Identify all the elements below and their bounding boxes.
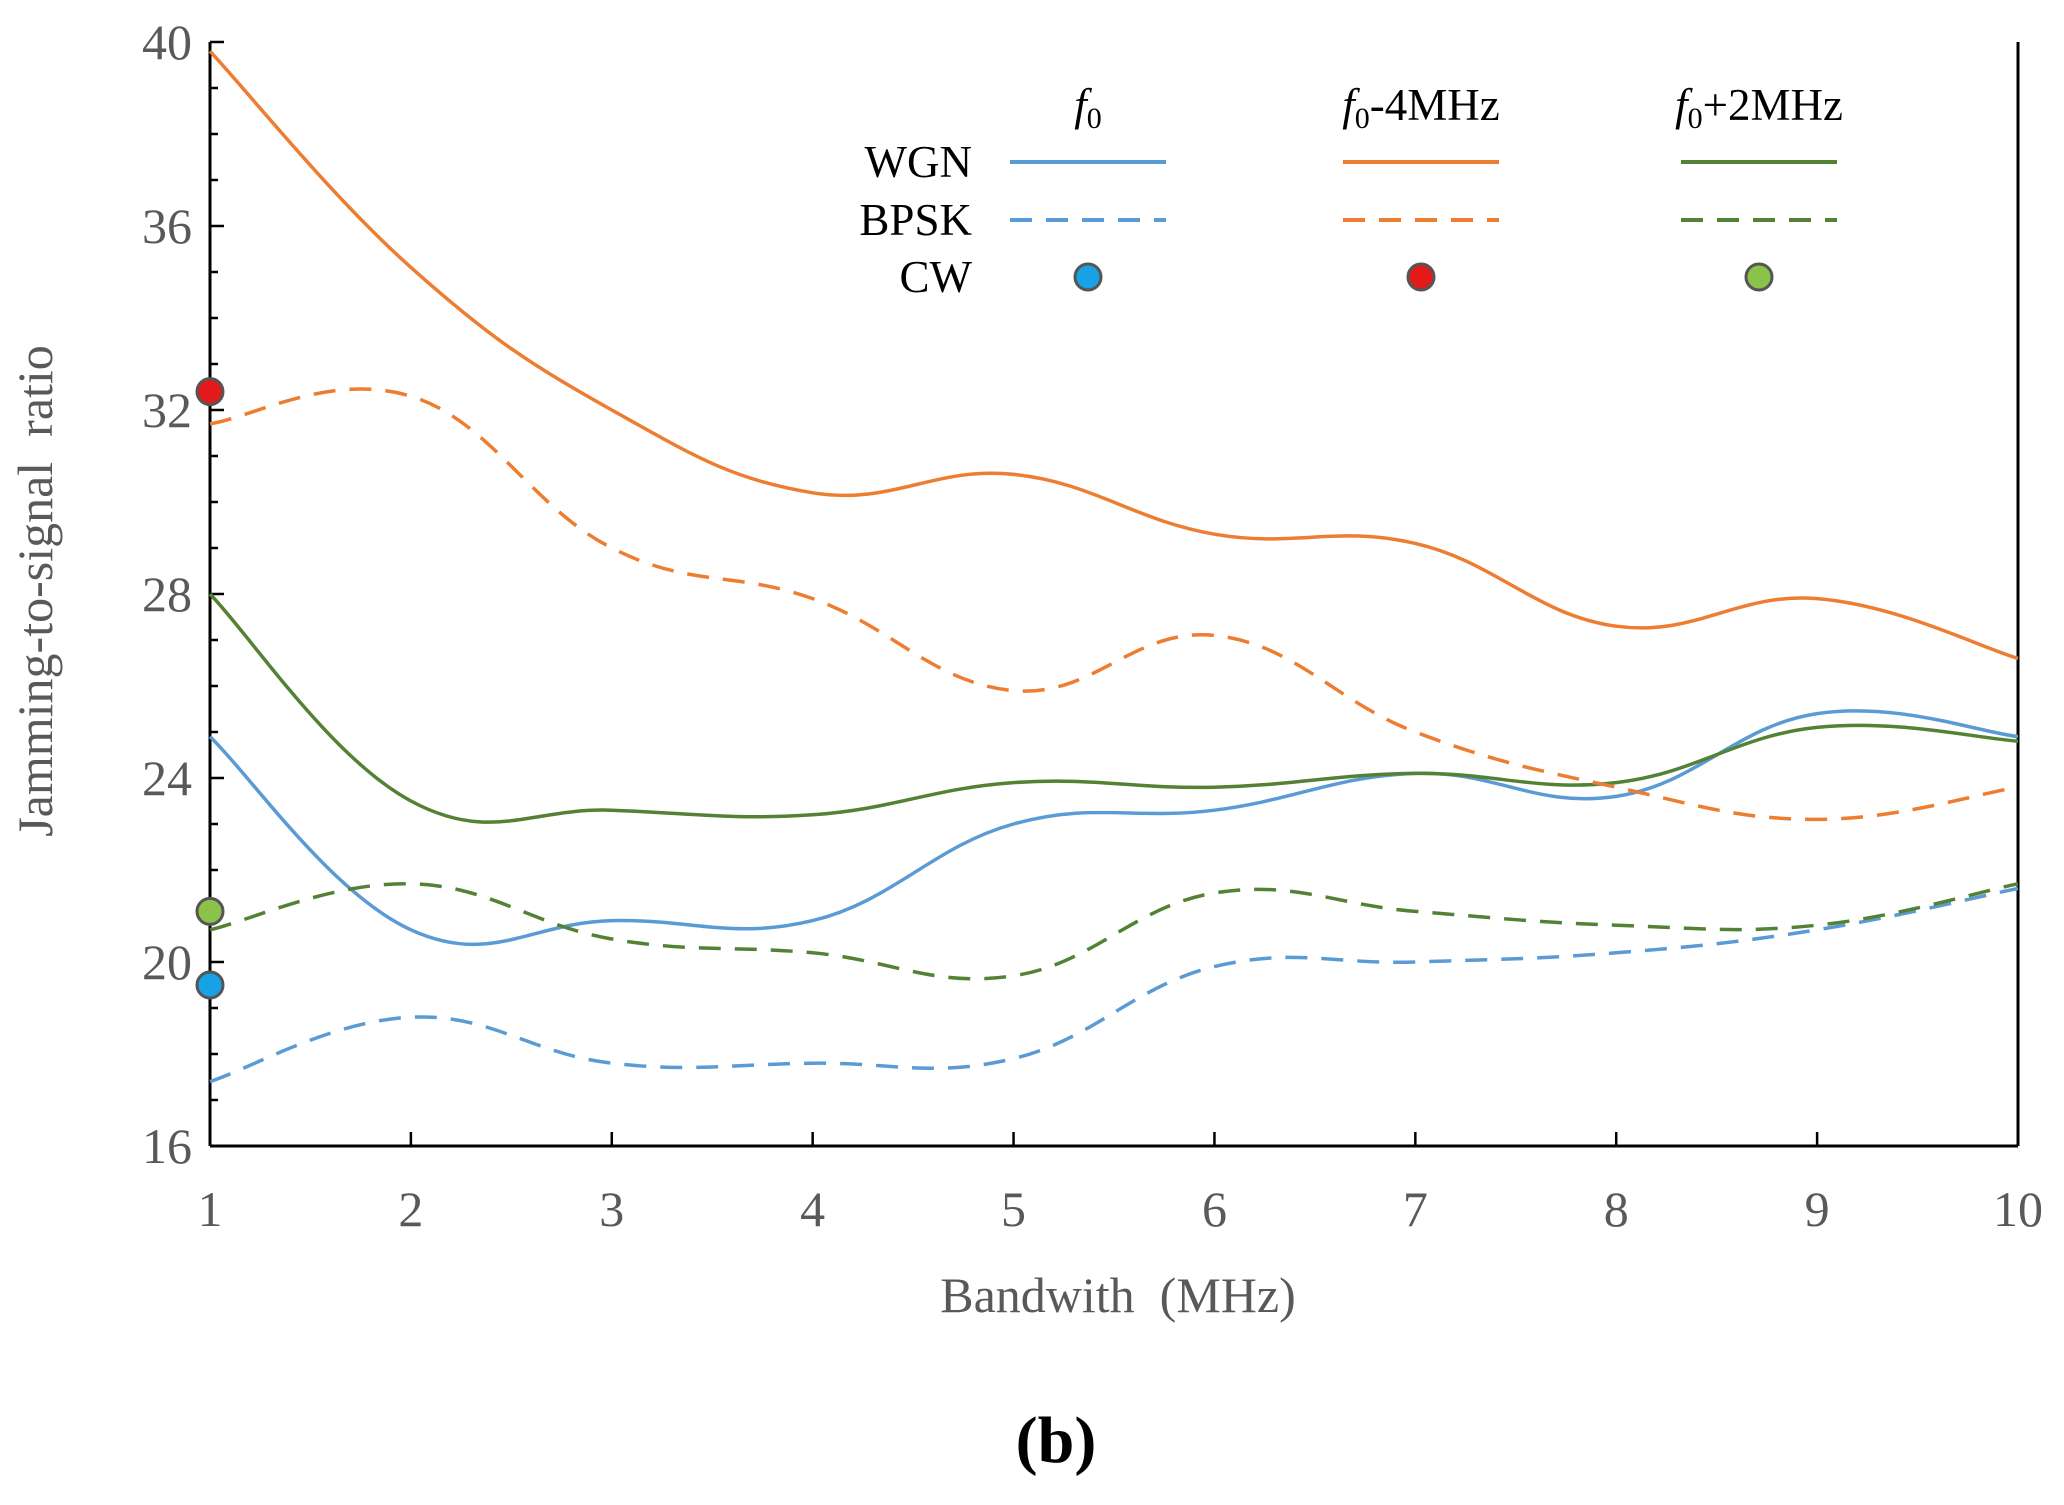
series-line-bpsk-f0-4mhz	[209, 387, 2019, 822]
figure-caption: (b)	[1016, 1404, 1097, 1477]
cw-point-cw-f0-4mhz	[195, 377, 225, 407]
legend-column-header: f0+2MHz	[1675, 80, 1843, 135]
x-tick-label: 8	[1604, 1181, 1629, 1237]
y-tick-label: 24	[142, 750, 192, 806]
legend: f0 f0-4MHz f0+2MHz WGN BPSK CW	[859, 80, 1843, 302]
legend-swatch-marker	[1406, 262, 1436, 292]
x-tick-label: 4	[800, 1181, 825, 1237]
x-tick-label: 10	[1993, 1181, 2043, 1237]
x-tick-label: 5	[1001, 1181, 1026, 1237]
legend-row-label: BPSK	[859, 195, 972, 245]
x-axis-title: Bandwith (MHz)	[940, 1267, 1296, 1323]
series-line-wgn-f0-4mhz	[208, 50, 2019, 661]
cw-point-cw-f0	[195, 970, 225, 1000]
legend-swatch-marker	[1073, 262, 1103, 292]
y-tick-label: 36	[142, 198, 192, 254]
legend-swatch-marker	[1744, 262, 1774, 292]
y-tick-label: 20	[142, 934, 192, 990]
y-tick-label: 32	[142, 382, 192, 438]
x-tick-label: 1	[198, 1181, 223, 1237]
series-line-wgn-f0	[208, 709, 2019, 947]
series-layer	[208, 50, 2019, 1084]
series-line-bpsk-f0	[209, 886, 2019, 1084]
axes	[208, 40, 2020, 1148]
cw-point-cw-f0-2mhz	[195, 896, 225, 926]
y-tick-label: 16	[142, 1118, 192, 1174]
x-tick-label: 3	[599, 1181, 624, 1237]
legend-column-header: f0-4MHz	[1342, 80, 1499, 135]
x-tick-label: 2	[398, 1181, 423, 1237]
y-tick-label: 28	[142, 566, 192, 622]
legend-row-label: CW	[900, 252, 973, 302]
series-line-bpsk-f0-2mhz	[209, 882, 2019, 981]
y-axis-title: Jamming-to-signal ratio	[7, 345, 63, 837]
caption-letter: b	[1038, 1404, 1075, 1477]
series-line-wgn-f0-2mhz	[208, 592, 2019, 824]
x-tick-label: 9	[1805, 1181, 1830, 1237]
x-tick-labels: 1 2 3 4 5 6 7 8 9 10	[198, 1181, 2044, 1237]
legend-column-header: f0	[1074, 80, 1102, 135]
y-tick-label: 40	[142, 14, 192, 70]
x-tick-label: 7	[1403, 1181, 1428, 1237]
y-tick-labels: 16 20 24 28 32 36 40	[142, 14, 192, 1174]
legend-row-label: WGN	[865, 137, 972, 187]
cw-points	[195, 377, 225, 1000]
x-tick-label: 6	[1202, 1181, 1227, 1237]
